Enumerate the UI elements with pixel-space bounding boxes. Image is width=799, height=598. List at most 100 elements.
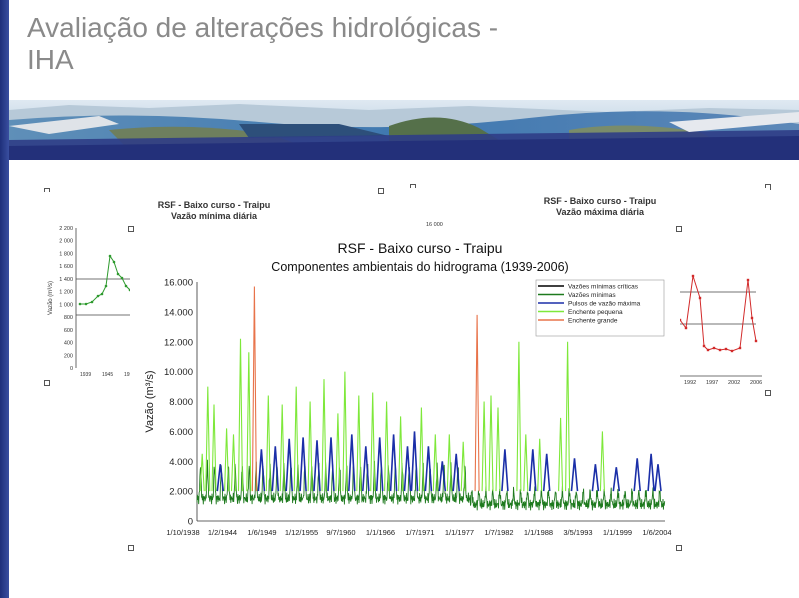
flow-event-spike (370, 392, 376, 492)
flow-event-spike (591, 464, 600, 492)
x-tick-label: 1945 (102, 372, 113, 378)
flow-event-spike (481, 401, 487, 492)
x-tick-label: 2002 (728, 380, 740, 386)
selection-handle (44, 380, 50, 386)
flow-event-spike (647, 453, 655, 492)
y-tick-label: 10.000 (164, 367, 193, 378)
flow-event-spike (446, 434, 452, 492)
legend-box (535, 279, 665, 337)
flow-event-spike (375, 437, 384, 492)
flow-event-spike (265, 395, 271, 492)
hydrograph-chart: RSF - Baixo curso - Traipu Componentes am… (144, 240, 672, 537)
max-flow-data-point (730, 349, 734, 353)
slide-title: Avaliação de alterações hidrológicas - I… (27, 12, 667, 76)
max-flow-series-line (679, 275, 757, 352)
chart-title: RSF - Baixo curso - Traipu (338, 240, 503, 256)
flow-event-spike (279, 404, 285, 492)
flow-event-spike (230, 434, 237, 492)
flow-event-spike (558, 417, 564, 492)
x-tick-label: 1/10/1938 (166, 528, 199, 537)
max-flow-data-point (738, 346, 742, 350)
y-tick-label: 600 (64, 328, 73, 334)
x-tick-label: 1/1/1977 (445, 528, 474, 537)
flow-event-spike (211, 404, 217, 492)
y-tick-label: 2 000 (59, 239, 73, 245)
selection-handle (676, 545, 682, 551)
y-tick-label: 800 (64, 315, 73, 321)
y-tick-label: 1 400 (59, 277, 73, 283)
flow-event-spike (389, 434, 398, 492)
flow-event-spike (418, 407, 424, 492)
flow-event-spike (452, 453, 460, 492)
y-tick-label: 4.000 (169, 457, 193, 468)
x-tick-label: 1/1/1966 (366, 528, 395, 537)
y-tick-label: 200 (64, 353, 73, 359)
min-flow-chart-plot: 2 200 2 000 1 800 1 600 1 400 1 200 1 000 800 60… (48, 226, 135, 378)
flow-event-spike (633, 458, 641, 492)
max-flow-data-point (718, 348, 722, 352)
flow-event-spike (362, 446, 370, 492)
flow-event-spike (342, 371, 348, 492)
flow-event-spike (516, 341, 522, 492)
min-flow-data-point (84, 302, 88, 306)
flow-event-spike (199, 453, 205, 492)
flow-event-spike (529, 449, 537, 492)
flow-event-spike (299, 437, 307, 492)
max-flow-data-point (712, 346, 716, 350)
x-tick-label: 1/2/1944 (208, 528, 237, 537)
min-flow-data-point (78, 302, 82, 306)
max-flow-data-point (678, 318, 682, 322)
flow-event-spike (612, 467, 621, 492)
max-flow-data-point (698, 296, 702, 300)
y-tick-label: 1 000 (59, 302, 73, 308)
flow-event-spike (356, 395, 362, 492)
y-tick-label: 2.000 (169, 487, 193, 498)
flow-event-spike (246, 352, 252, 492)
y-tick-label: 400 (64, 341, 73, 347)
min-flow-data-point (104, 284, 108, 288)
selection-handle (128, 226, 134, 232)
flow-event-spike (523, 434, 529, 492)
flow-event-spike (271, 446, 280, 492)
y-tick-label: 8.000 (169, 397, 193, 408)
x-tick-label: 1/7/1971 (405, 528, 434, 537)
flow-event-spike (501, 449, 509, 492)
min-flow-data-point (108, 254, 112, 258)
min-flow-data-point (112, 260, 116, 264)
x-tick-label: 2006 (750, 380, 762, 386)
max-flow-data-point (702, 344, 706, 348)
max-flow-data-point (706, 348, 710, 352)
x-tick-label: 9/7/1960 (326, 528, 355, 537)
max-flow-chart-title: RSF - Baixo curso - Traipu (543, 196, 657, 206)
y-tick-label: 1 600 (59, 264, 73, 270)
flow-event-spike (321, 379, 327, 492)
flow-event-spike (403, 446, 412, 492)
min-flow-data-point (124, 284, 128, 288)
selection-handle (128, 545, 134, 551)
flow-event-spike (251, 286, 257, 492)
x-tick-label: 1/6/1949 (247, 528, 276, 537)
hydrograph-chart-panel: RSF - Baixo curso - Traipu Componentes am… (130, 228, 680, 550)
legend-label: Vazões mínimas (568, 292, 616, 299)
y-tick-label: 6.000 (169, 427, 193, 438)
slide-title-line-2: IHA (27, 44, 74, 75)
flow-event-spike (307, 401, 313, 492)
x-tick-label: 1/7/1982 (484, 528, 513, 537)
max-flow-data-point (691, 274, 695, 278)
legend-label: Vazões mínimas críticas (568, 284, 639, 291)
flow-event-spike (410, 431, 419, 492)
x-tick-label: 1/1/1988 (524, 528, 553, 537)
y-tick-label: 1 200 (59, 290, 73, 296)
flow-event-spike (224, 428, 230, 492)
flow-event-spike (438, 461, 447, 492)
chart-subtitle: Componentes ambientais do hidrograma (19… (271, 260, 568, 274)
flow-event-spike (432, 434, 438, 492)
flow-event-spike (424, 446, 433, 492)
min-flow-data-point (120, 276, 124, 280)
min-flow-chart-title: RSF - Baixo curso - Traipu (157, 200, 271, 210)
x-tick-label: 1997 (706, 380, 718, 386)
flow-event-spike (205, 386, 211, 492)
x-tick-label: 1/6/2004 (642, 528, 671, 537)
flow-event-spike (285, 438, 293, 492)
flow-event-spike (398, 416, 404, 492)
